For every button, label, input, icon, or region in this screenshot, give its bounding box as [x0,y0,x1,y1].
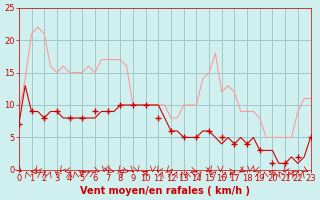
X-axis label: Vent moyen/en rafales ( km/h ): Vent moyen/en rafales ( km/h ) [80,186,250,196]
